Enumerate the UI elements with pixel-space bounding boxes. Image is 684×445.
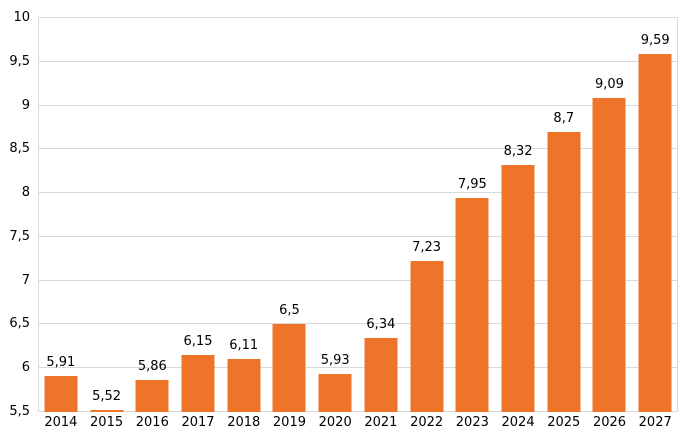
bar-value-label: 5,86 — [137, 359, 167, 375]
y-axis-tick-label: 7,5 — [9, 228, 30, 244]
bar-slot: 9,09 — [587, 18, 633, 412]
bar-value-label: 8,7 — [553, 110, 575, 126]
bar-value-label: 9,59 — [640, 32, 670, 48]
bar-slot: 7,95 — [449, 18, 495, 412]
plot-right-border — [677, 18, 678, 412]
bar-value-label: 6,34 — [366, 317, 396, 333]
bar-value-label: 9,09 — [595, 76, 624, 92]
bar-value-label: 5,91 — [46, 355, 76, 371]
bar — [592, 97, 626, 412]
bar-slot: 5,91 — [38, 18, 84, 412]
bar-slot: 6,34 — [358, 18, 404, 412]
bar-value-label: 7,95 — [457, 176, 487, 192]
bar — [547, 131, 581, 412]
x-axis-label: 2014 — [44, 415, 78, 430]
x-axis-label: 2016 — [135, 415, 169, 430]
bar — [272, 324, 306, 412]
x-axis-label: 2017 — [181, 415, 215, 430]
y-axis-line — [38, 18, 39, 412]
y-axis-tick-label: 5,5 — [9, 404, 30, 419]
gridline — [38, 60, 678, 62]
bar-slot: 6,15 — [175, 18, 221, 412]
x-axis-label: 2022 — [410, 415, 444, 430]
x-axis-label: 2025 — [547, 415, 581, 430]
bar-value-label: 5,93 — [320, 353, 350, 369]
bar — [318, 374, 352, 412]
bar — [135, 380, 169, 412]
bar-slot: 8,32 — [495, 18, 541, 412]
y-axis-tick-label: 8 — [21, 185, 30, 201]
y-axis-tick-label: 6,5 — [9, 316, 30, 332]
bar-value-label: 5,52 — [92, 389, 122, 405]
bar-value-label: 8,32 — [503, 144, 533, 160]
x-axis-label: 2019 — [272, 415, 306, 430]
x-axis-label: 2021 — [364, 415, 398, 430]
bar-slot: 6,5 — [267, 18, 313, 412]
bar-slot: 8,7 — [541, 18, 587, 412]
x-axis-label: 2023 — [455, 415, 489, 430]
bar-slot: 5,52 — [84, 18, 130, 412]
x-axis-label: 2015 — [90, 415, 124, 430]
bar — [410, 260, 444, 412]
x-axis-label: 2026 — [592, 415, 627, 430]
bar — [501, 165, 535, 412]
bar-value-label: 6,15 — [183, 334, 213, 350]
y-axis: 5,5 6 6,5 7 7,5 8 8,5 9 9,5 10 — [0, 11, 32, 419]
y-axis-tick-label: 10 — [13, 10, 30, 25]
bar — [90, 410, 124, 412]
y-axis-tick-label: 7 — [21, 272, 30, 288]
gridline — [38, 148, 678, 150]
bar-value-label: 6,11 — [229, 337, 259, 353]
bar-value-label: 7,23 — [412, 239, 442, 255]
y-axis-tick-label: 9,5 — [9, 53, 30, 69]
x-axis: 2014 2015 2016 2017 2018 2019 2020 2021 2022 2023… — [38, 415, 678, 431]
gridline — [38, 192, 678, 194]
x-axis-label: 2024 — [501, 415, 535, 430]
gridline — [38, 411, 678, 412]
bar — [638, 53, 672, 412]
bar-value-label: 6,5 — [279, 303, 300, 319]
bar-slot: 6,11 — [221, 18, 267, 412]
x-axis-label: 2020 — [318, 415, 352, 430]
bar-slot: 5,86 — [129, 18, 175, 412]
x-axis-label: 2027 — [638, 415, 672, 430]
gridline — [38, 17, 678, 18]
bar — [181, 355, 215, 412]
plot-area: 5,91 5,52 5,86 6,15 6,11 6,5 5,93 6,34 7,23 7,95 8… — [38, 17, 678, 412]
y-axis-tick-label: 6 — [21, 360, 30, 376]
y-axis-tick-label: 9 — [21, 97, 30, 113]
bar-series: 5,91 5,52 5,86 6,15 6,11 6,5 5,93 6,34 7,23 7,95 8… — [38, 18, 678, 412]
bar — [364, 338, 398, 412]
bar-slot: 7,23 — [404, 18, 450, 412]
gridline — [38, 104, 678, 106]
bar-slot: 9,59 — [632, 18, 678, 412]
gridline — [38, 367, 678, 369]
x-axis-label: 2018 — [227, 415, 261, 430]
gridline — [38, 235, 678, 237]
bar — [455, 197, 489, 412]
bar — [227, 358, 261, 412]
bar — [44, 376, 78, 412]
bar-slot: 5,93 — [312, 18, 358, 412]
gridline — [38, 323, 678, 325]
y-axis-tick-label: 8,5 — [9, 141, 30, 157]
gridline — [38, 279, 678, 281]
